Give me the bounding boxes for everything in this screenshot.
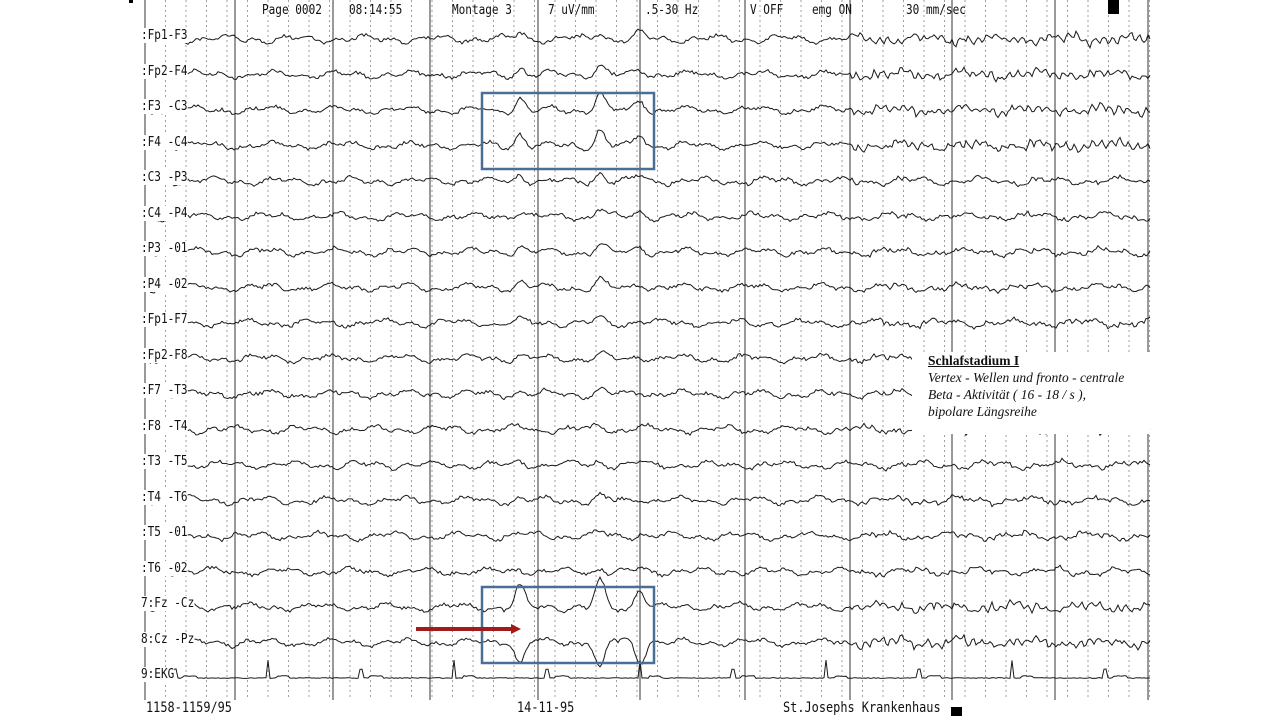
paper-speed: 30 mm/sec [906,3,966,18]
eeg-trace [149,171,1151,188]
eeg-trace [149,208,1151,223]
eeg-trace [149,491,1151,508]
arrow-head-icon [511,624,521,634]
eeg-trace [149,576,1151,615]
channel-label: :C3 -P3 [141,170,188,185]
channel-label: 8:Cz -Pz [141,631,195,647]
eeg-trace [149,564,1151,578]
annotation-title: Schlafstadium I [928,353,1020,368]
channel-label: 7:Fz -Cz [141,596,195,611]
channel-label: :Fp2-F8 [141,347,188,363]
channel-label: :P4 -02 [141,276,188,292]
eeg-trace [149,275,1151,295]
channel-label: :Fp2-F4 [141,63,188,79]
emg-setting: emg ON [812,3,852,18]
channel-label: :F7 -T3 [141,383,188,398]
channel-label: 9:EKG [141,667,175,682]
marker-block [951,707,962,716]
eeg-trace [149,529,1151,543]
channel-label: :Fp1-F7 [141,312,188,327]
channel-label: :T3 -T5 [141,454,188,469]
annotation-line: Beta - Aktivität ( 16 - 18 / s ), [928,387,1086,402]
page-number: Page 0002 [262,3,322,18]
channel-label: :Fp1-F3 [141,28,188,43]
annotation-box: Schlafstadium I Vertex - Wellen und fron… [912,352,1150,434]
eeg-trace [149,457,1151,472]
vertex-wave-highlight-box [480,91,656,171]
eeg-trace [149,633,1151,668]
eeg-trace [150,129,1151,154]
annotation-line: bipolare Längsreihe [928,404,1037,419]
channel-label: :F4 -C4 [141,134,188,150]
hospital-name: St.Josephs Krankenhaus [783,700,941,716]
eeg-trace [149,243,1151,259]
eeg-trace [149,91,1151,119]
vertex-wave-highlight-box [480,585,656,665]
marker-tick [129,0,133,3]
channel-label: :T4 -T6 [141,489,188,505]
recording-date: 14-11-95 [517,700,575,716]
channel-label: :F8 -T4 [141,418,188,434]
filter-setting: .5-30 Hz [645,3,699,18]
channel-label: :T6 -02 [141,560,188,576]
marker-block [1108,0,1119,14]
channel-label: :P3 -01 [141,241,188,256]
channel-label: :F3 -C3 [141,99,188,114]
annotation-line: Vertex - Wellen und fronto - centrale [928,370,1125,385]
channel-label: :T5 -01 [141,525,188,540]
notch-setting: V OFF [750,3,784,18]
sensitivity: 7 uV/mm [548,3,595,18]
eeg-trace [149,659,1151,679]
record-id: 1158-1159/95 [146,700,232,716]
eeg-trace [149,315,1151,330]
eeg-trace [149,28,1151,50]
montage: Montage 3 [452,3,512,18]
channel-label: :C4 -P4 [141,205,188,221]
eeg-trace [149,64,1151,83]
recording-time: 08:14:55 [349,3,403,18]
